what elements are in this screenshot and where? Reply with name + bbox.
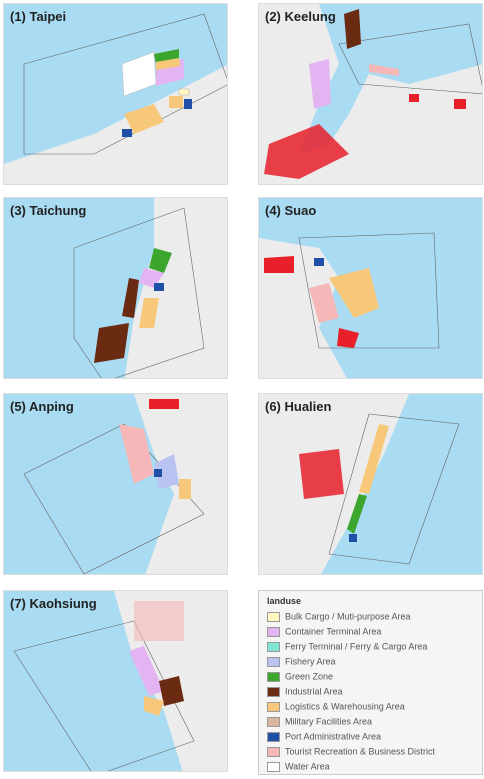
legend-item: Bulk Cargo / Muti-purpose Area bbox=[267, 611, 411, 623]
panel-title: (5) Anping bbox=[10, 399, 74, 414]
panel-title: (3) Taichung bbox=[10, 203, 87, 218]
legend-swatch bbox=[267, 731, 280, 742]
panel-title: (2) Keelung bbox=[265, 9, 336, 24]
panel-title: (4) Suao bbox=[265, 203, 317, 218]
legend-item: Logistics & Warehousing Area bbox=[267, 701, 405, 713]
legend-swatch bbox=[267, 686, 280, 697]
map-panel: (7) Kaohsiung bbox=[3, 590, 228, 772]
legend-label: Container Terminal Area bbox=[285, 626, 382, 637]
map bbox=[4, 198, 227, 378]
legend-swatch bbox=[267, 611, 280, 622]
map-panel: (5) Anping bbox=[3, 393, 228, 575]
map-panel: (6) Hualien bbox=[258, 393, 483, 575]
legend-item: Fishery Area bbox=[267, 656, 336, 668]
legend-item: Tourist Recreation & Business District bbox=[267, 746, 435, 758]
legend-label: Military Facilities Area bbox=[285, 716, 373, 727]
legend-label: Fishery Area bbox=[285, 656, 336, 667]
map-panel: (4) Suao bbox=[258, 197, 483, 379]
legend-swatch bbox=[267, 701, 280, 712]
legend-item: Military Facilities Area bbox=[267, 716, 372, 728]
legend-item: Ferry Terminal / Ferry & Cargo Area bbox=[267, 641, 427, 653]
legend-label: Bulk Cargo / Muti-purpose Area bbox=[285, 611, 411, 622]
map-panel: (2) Keelung bbox=[258, 3, 483, 185]
legend-item: Port Administrative Area bbox=[267, 731, 381, 743]
legend-swatch bbox=[267, 671, 280, 682]
panel-title: (7) Kaohsiung bbox=[10, 596, 97, 611]
legend-swatch bbox=[267, 626, 280, 637]
map bbox=[259, 198, 482, 378]
legend-item: Industrial Area bbox=[267, 686, 343, 698]
legend-item: Water Area bbox=[267, 761, 330, 773]
legend-label: Port Administrative Area bbox=[285, 731, 382, 742]
map bbox=[4, 591, 227, 771]
map-panel: (3) Taichung bbox=[3, 197, 228, 379]
map-panel: (1) Taipei bbox=[3, 3, 228, 185]
map bbox=[4, 4, 227, 184]
legend: landuse Bulk Cargo / Muti-purpose Area Co… bbox=[258, 590, 483, 775]
legend-swatch bbox=[267, 716, 280, 727]
map bbox=[4, 394, 227, 574]
legend-label: Industrial Area bbox=[285, 686, 343, 697]
legend-swatch bbox=[267, 746, 280, 757]
legend-item: Green Zone bbox=[267, 671, 333, 683]
legend-label: Logistics & Warehousing Area bbox=[285, 701, 405, 712]
legend-item: Container Terminal Area bbox=[267, 626, 381, 638]
panel-title: (6) Hualien bbox=[265, 399, 332, 414]
legend-label: Green Zone bbox=[285, 671, 334, 682]
legend-swatch bbox=[267, 641, 280, 652]
map bbox=[259, 394, 482, 574]
legend-label: Water Area bbox=[285, 761, 330, 772]
legend-swatch bbox=[267, 656, 280, 667]
panel-title: (1) Taipei bbox=[10, 9, 67, 24]
legend-label: Tourist Recreation & Business District bbox=[285, 746, 436, 757]
legend-swatch bbox=[267, 761, 280, 772]
map bbox=[259, 4, 482, 184]
legend-label: Ferry Terminal / Ferry & Cargo Area bbox=[285, 641, 428, 652]
legend-title: landuse bbox=[267, 596, 302, 606]
